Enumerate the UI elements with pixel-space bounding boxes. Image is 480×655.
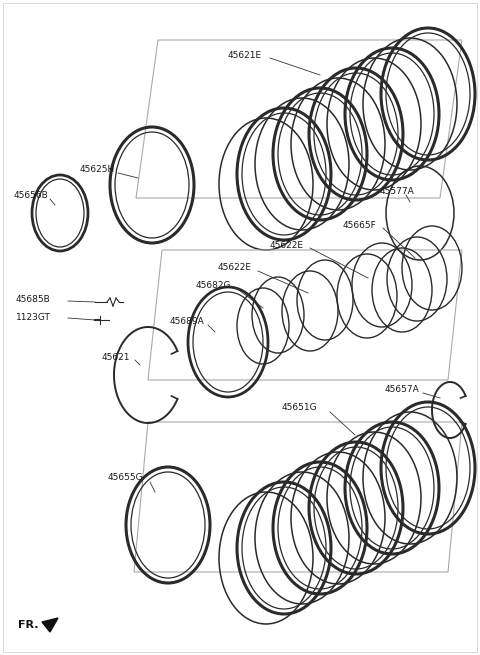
Text: 45656B: 45656B xyxy=(14,191,49,200)
Text: FR.: FR. xyxy=(18,620,38,630)
Text: 1123GT: 1123GT xyxy=(16,314,51,322)
Text: 45655G: 45655G xyxy=(108,474,144,483)
Text: 45621: 45621 xyxy=(102,354,131,362)
Text: 45682G: 45682G xyxy=(196,280,231,290)
Polygon shape xyxy=(42,618,58,632)
Text: 45685B: 45685B xyxy=(16,295,51,305)
Text: 45577A: 45577A xyxy=(380,187,415,196)
Text: 45622E: 45622E xyxy=(218,263,252,272)
Text: 45689A: 45689A xyxy=(170,318,205,326)
Text: 45622E: 45622E xyxy=(270,240,304,250)
Text: 45621E: 45621E xyxy=(228,50,262,60)
Text: 45665F: 45665F xyxy=(343,221,377,229)
Text: 45651G: 45651G xyxy=(282,403,318,413)
Text: 45657A: 45657A xyxy=(385,386,420,394)
Text: 45625H: 45625H xyxy=(80,166,115,174)
